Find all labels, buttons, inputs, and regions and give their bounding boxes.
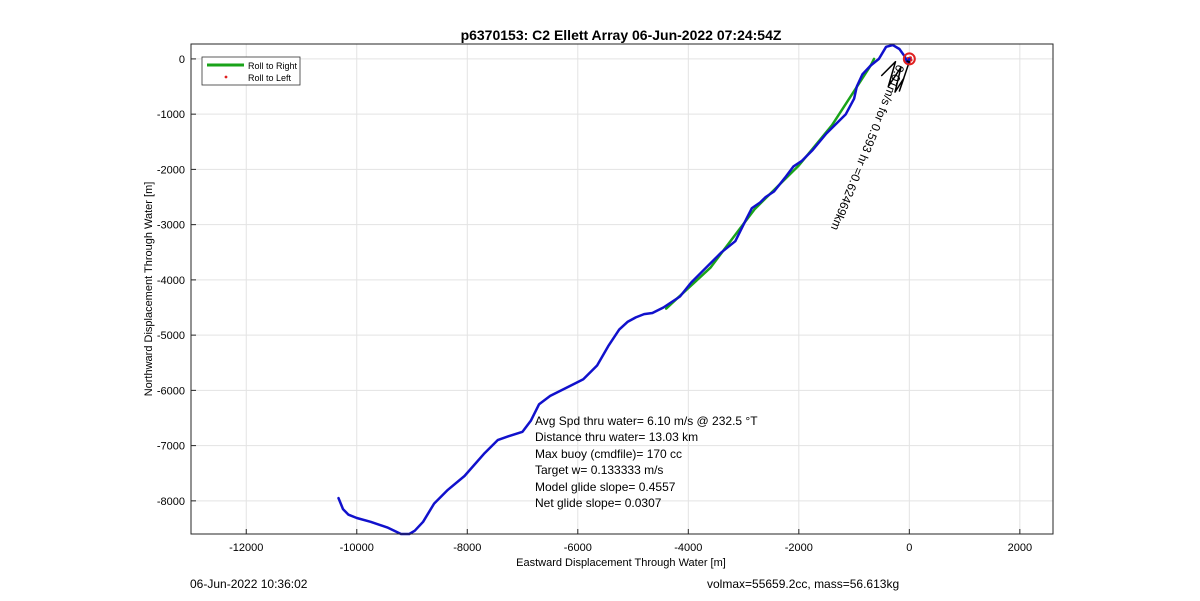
series-lines bbox=[337, 43, 916, 536]
x-tick-label: -12000 bbox=[229, 542, 263, 554]
plot-frame bbox=[190, 43, 1054, 535]
legend-swatch-roll-left bbox=[224, 75, 228, 79]
chart-title: p6370153: C2 Ellett Array 06-Jun-2022 07… bbox=[461, 27, 782, 43]
end-marker-circle bbox=[902, 52, 916, 66]
x-tick-label: -10000 bbox=[340, 542, 374, 554]
annotation-avg-speed: Avg Spd thru water= 6.10 m/s @ 232.5 °T bbox=[535, 414, 758, 428]
axis-ticks: -12000 -10000 -8000 -6000 -4000 -2000 0 2000 0 -1… bbox=[157, 54, 1032, 554]
footer-timestamp: 06-Jun-2022 10:36:02 bbox=[190, 577, 308, 591]
y-tick-label: -4000 bbox=[157, 275, 185, 287]
x-tick-label: -4000 bbox=[674, 542, 702, 554]
series-line-current-vectors bbox=[880, 60, 911, 93]
y-tick-label: -5000 bbox=[157, 330, 185, 342]
y-tick-label: -3000 bbox=[157, 220, 185, 232]
x-tick-label: 2000 bbox=[1008, 542, 1032, 554]
annotation-distance: Distance thru water= 13.03 km bbox=[535, 430, 698, 444]
y-tick-label: -8000 bbox=[157, 496, 185, 508]
x-tick-label: -6000 bbox=[564, 542, 592, 554]
series-line-track bbox=[337, 43, 911, 536]
annotation-max-buoy: Max buoy (cmdfile)= 170 cc bbox=[535, 447, 682, 461]
x-tick-label: -8000 bbox=[453, 542, 481, 554]
y-tick-label: -1000 bbox=[157, 109, 185, 121]
y-tick-label: -6000 bbox=[157, 385, 185, 397]
x-tick-label: -2000 bbox=[785, 542, 813, 554]
legend-label-roll-right: Roll to Right bbox=[248, 61, 298, 71]
y-tick-label: -2000 bbox=[157, 164, 185, 176]
annotation-target-w: Target w= 0.133333 m/s bbox=[535, 463, 663, 477]
y-axis-label: Northward Displacement Through Water [m] bbox=[143, 182, 155, 397]
annotation-net-glide: Net glide slope= 0.0307 bbox=[535, 496, 662, 510]
x-axis-label: Eastward Displacement Through Water [m] bbox=[516, 557, 726, 569]
legend: Roll to Right Roll to Left bbox=[201, 56, 301, 86]
footer-mass-info: volmax=55659.2cc, mass=56.613kg bbox=[707, 577, 900, 591]
legend-box bbox=[201, 56, 301, 86]
grid bbox=[191, 44, 1053, 534]
y-tick-label: -7000 bbox=[157, 441, 185, 453]
x-tick-label: 0 bbox=[906, 542, 912, 554]
y-tick-label: 0 bbox=[179, 54, 185, 66]
stats-annotation: Avg Spd thru water= 6.10 m/s @ 232.5 °T … bbox=[535, 414, 758, 510]
legend-label-roll-left: Roll to Left bbox=[248, 73, 292, 83]
annotation-model-glide: Model glide slope= 0.4557 bbox=[535, 480, 676, 494]
